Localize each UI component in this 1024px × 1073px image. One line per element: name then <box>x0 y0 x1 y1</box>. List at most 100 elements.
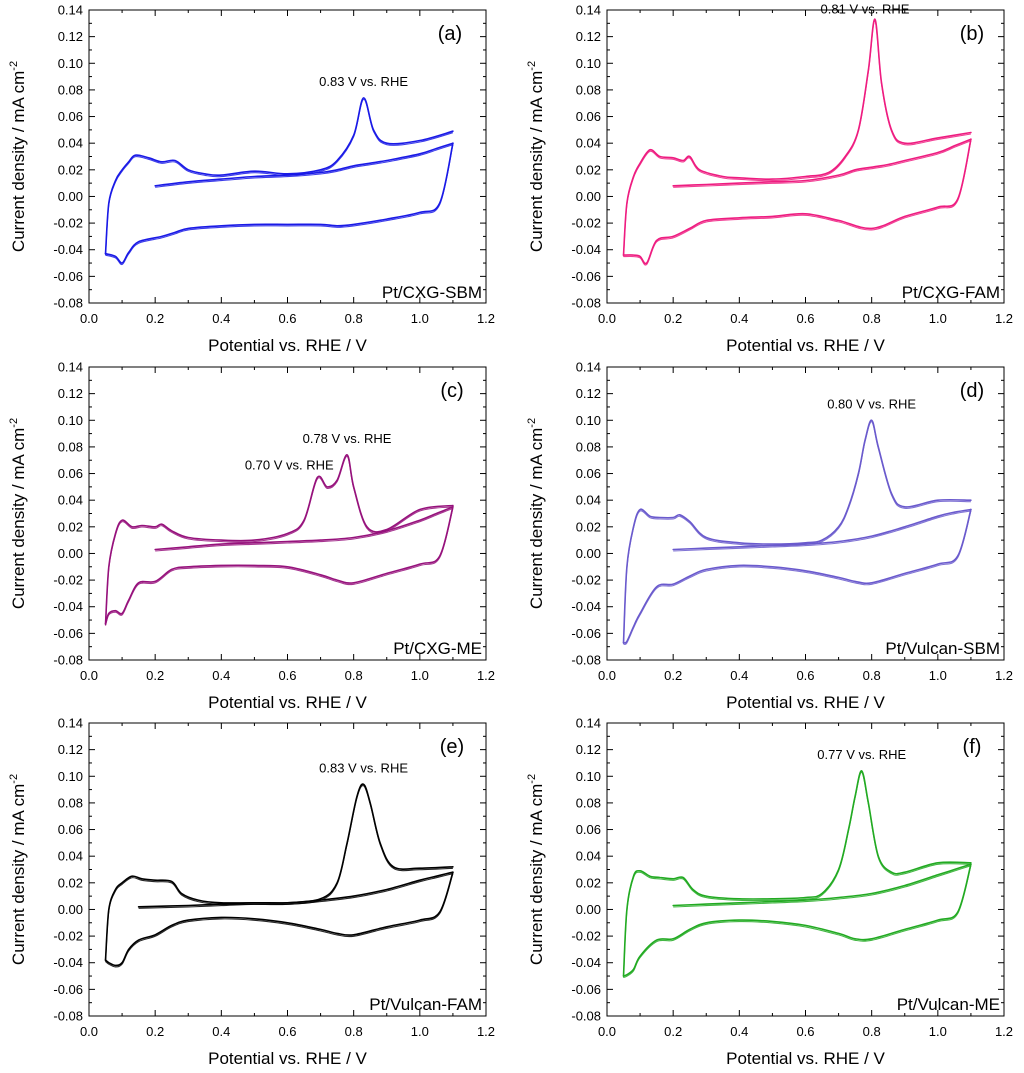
y-tick-label: -0.02 <box>571 216 601 231</box>
x-tick-label: 1.2 <box>477 668 495 683</box>
x-tick-label: 0.2 <box>664 668 682 683</box>
series-line-cathodic <box>104 506 454 625</box>
x-tick-label: 0.8 <box>863 668 881 683</box>
y-tick-label: 0.04 <box>576 849 601 864</box>
chart-panel-c: 0.0 0.2 0.4 0.6 0.8 1.0 1.2 -0.08 -0.06 -0.04 -0.0… <box>8 360 495 713</box>
y-tick-label: -0.04 <box>571 599 601 614</box>
x-tick-label: 1.2 <box>477 311 495 326</box>
x-tick-label: 0.0 <box>598 668 616 683</box>
y-tick-label: 0.08 <box>58 439 83 454</box>
sample-label: Pt/CXG-ME <box>393 639 482 658</box>
series-group <box>622 770 972 979</box>
series-line-anodic <box>672 863 972 907</box>
y-tick-label: 0.10 <box>58 56 83 71</box>
x-tick-label: 0.0 <box>598 1024 616 1039</box>
y-tick-label: -0.04 <box>53 955 83 970</box>
series-line-cathodic <box>622 138 972 265</box>
series-line-anodic-cycle2 <box>155 144 454 188</box>
series-line-cathodic-cycle2 <box>623 510 972 645</box>
series-line-anodic-cycle2 <box>673 140 972 188</box>
sample-label: Pt/CXG-SBM <box>382 283 482 302</box>
x-tick-label: 0.4 <box>212 311 230 326</box>
y-tick-label: 0.04 <box>576 493 601 508</box>
series-group <box>104 97 454 266</box>
chart-panel-a: 0.0 0.2 0.4 0.6 0.8 1.0 1.2 -0.08 -0.06 -0.04 -0.0… <box>8 3 495 356</box>
x-axis-title: Potential vs. RHE / V <box>208 693 367 712</box>
y-tick-label: 0.04 <box>576 136 601 151</box>
y-tick-label: 0.14 <box>576 3 601 18</box>
y-tick-label: 0.10 <box>58 769 83 784</box>
y-tick-label: 0.06 <box>576 466 601 481</box>
y-tick-label: 0.14 <box>576 360 601 375</box>
series-group <box>622 18 972 266</box>
x-tick-label: 0.4 <box>212 1024 230 1039</box>
x-axis-title: Potential vs. RHE / V <box>208 336 367 355</box>
y-tick-label: -0.02 <box>53 929 83 944</box>
y-tick-label: -0.06 <box>53 982 83 997</box>
y-axis-title: Current density / mA cm-2 <box>8 418 28 609</box>
y-axis-title-superscript: -2 <box>8 61 20 71</box>
peak-annotation: 0.70 V vs. RHE <box>245 458 334 473</box>
y-tick-label: 0.00 <box>58 902 83 917</box>
x-tick-label: 0.8 <box>863 311 881 326</box>
series-line-cathodic <box>104 871 454 967</box>
y-tick-label: 0.12 <box>576 742 601 757</box>
y-tick-label: 0.00 <box>576 189 601 204</box>
sample-label: Pt/CXG-FAM <box>902 283 1000 302</box>
x-tick-label: 1.0 <box>929 1024 947 1039</box>
x-tick-label: 0.4 <box>212 668 230 683</box>
series-line-return-cycle2 <box>622 771 971 978</box>
y-tick-label: -0.06 <box>53 269 83 284</box>
series-line-cathodic-cycle2 <box>105 873 454 968</box>
y-tick-label: 0.12 <box>58 29 83 44</box>
y-tick-label: 0.06 <box>58 466 83 481</box>
y-tick-label: -0.08 <box>571 296 601 311</box>
y-tick-label: -0.06 <box>571 626 601 641</box>
y-tick-label: 0.08 <box>576 82 601 97</box>
y-tick-label: -0.02 <box>53 216 83 231</box>
y-tick-label: 0.10 <box>576 769 601 784</box>
chart-panel-e: 0.0 0.2 0.4 0.6 0.8 1.0 1.2 -0.08 -0.06 -0.04 -0.0… <box>8 716 495 1069</box>
x-axis-title: Potential vs. RHE / V <box>726 693 885 712</box>
x-tick-label: 0.6 <box>796 668 814 683</box>
y-tick-label: 0.04 <box>58 849 83 864</box>
x-tick-label: 0.6 <box>278 668 296 683</box>
y-axis-title: Current density / mA cm-2 <box>526 774 546 965</box>
y-tick-label: -0.02 <box>571 929 601 944</box>
x-tick-label: 0.0 <box>80 668 98 683</box>
y-tick-label: 0.06 <box>576 109 601 124</box>
y-axis-title: Current density / mA cm-2 <box>8 61 28 252</box>
y-tick-label: 0.02 <box>58 875 83 890</box>
y-tick-label: 0.10 <box>58 413 83 428</box>
x-tick-label: 0.0 <box>80 311 98 326</box>
x-axis-title: Potential vs. RHE / V <box>208 1049 367 1068</box>
x-tick-label: 1.2 <box>995 1024 1013 1039</box>
series-line-return <box>622 770 972 977</box>
y-tick-label: 0.00 <box>58 546 83 561</box>
series-line-return-cycle2 <box>622 421 971 645</box>
x-tick-label: 0.4 <box>730 1024 748 1039</box>
y-tick-label: 0.02 <box>576 875 601 890</box>
y-tick-label: 0.06 <box>58 109 83 124</box>
y-tick-label: 0.02 <box>576 162 601 177</box>
series-line-cathodic <box>622 508 972 644</box>
x-tick-label: 1.0 <box>929 311 947 326</box>
y-tick-label: 0.10 <box>576 56 601 71</box>
series-line-return-cycle2 <box>104 455 453 626</box>
x-tick-label: 1.2 <box>995 311 1013 326</box>
x-tick-label: 0.6 <box>278 311 296 326</box>
y-tick-label: 0.12 <box>58 742 83 757</box>
y-tick-label: -0.04 <box>53 599 83 614</box>
x-tick-label: 1.0 <box>411 668 429 683</box>
x-tick-label: 0.8 <box>863 1024 881 1039</box>
peak-annotation: 0.83 V vs. RHE <box>319 760 408 775</box>
y-tick-label: 0.08 <box>576 439 601 454</box>
y-tick-label: 0.08 <box>58 795 83 810</box>
series-line-anodic-cycle2 <box>673 865 972 908</box>
x-tick-label: 0.2 <box>146 668 164 683</box>
series-line-cathodic-cycle2 <box>104 508 454 626</box>
x-axis-title: Potential vs. RHE / V <box>726 336 885 355</box>
series-line-anodic-cycle2 <box>155 507 454 552</box>
x-axis-title: Potential vs. RHE / V <box>726 1049 885 1068</box>
